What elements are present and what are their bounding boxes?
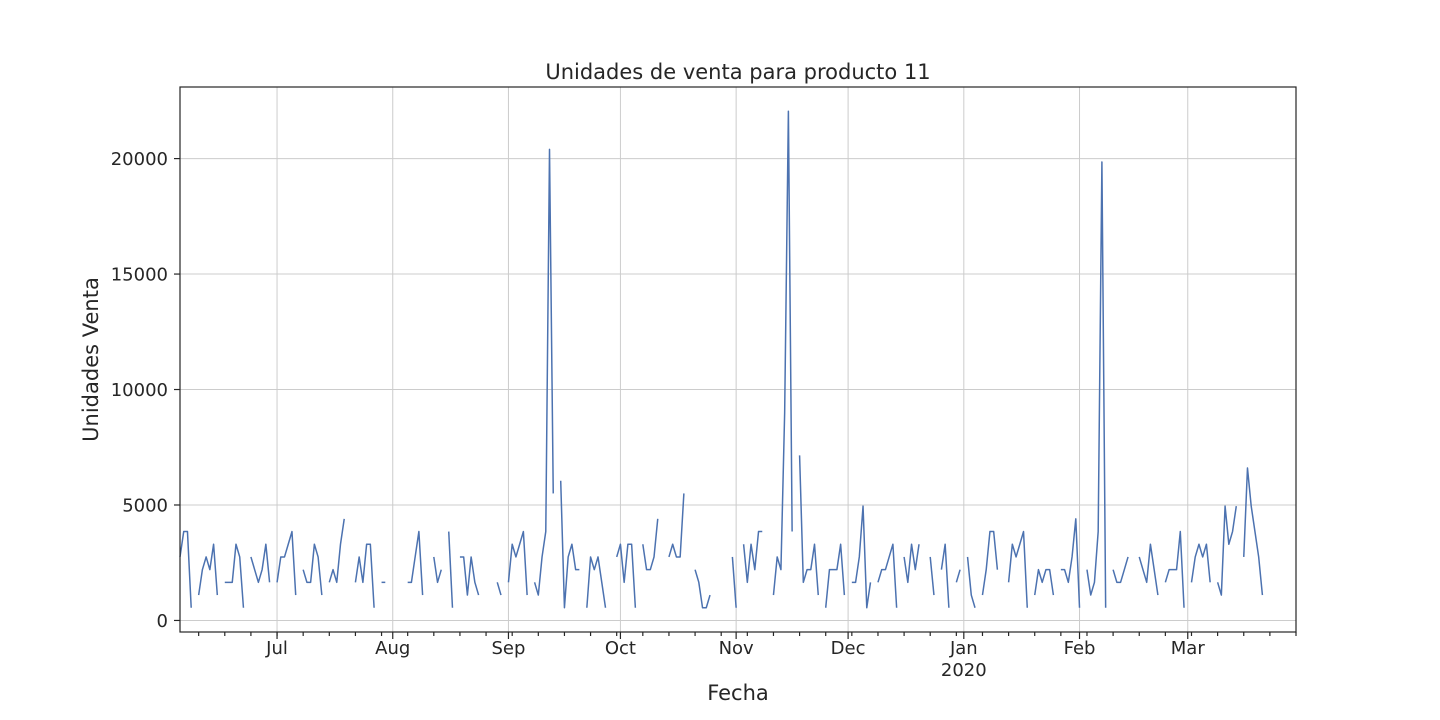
sales-line-segment bbox=[668, 493, 685, 558]
sales-line-segment bbox=[981, 530, 999, 596]
sales-line-segment bbox=[1060, 518, 1081, 608]
y-tick-label: 0 bbox=[157, 611, 168, 632]
x-tick-label: Sep bbox=[491, 638, 525, 659]
sales-line-segment bbox=[559, 480, 580, 609]
sales-line-segment bbox=[224, 543, 245, 608]
sales-line-segment bbox=[798, 455, 819, 596]
tick-layer: 0 5000 10000 15000 20000 Jul Aug Sep Oct Nov Dec Ja… bbox=[111, 149, 1297, 681]
sales-line-segment bbox=[940, 543, 950, 608]
x-tick-label: Jan bbox=[949, 638, 978, 659]
sales-line-segment bbox=[407, 530, 424, 596]
sales-line-segment bbox=[731, 556, 737, 608]
x-tick-label: Feb bbox=[1064, 638, 1096, 659]
y-tick-label: 10000 bbox=[111, 380, 168, 401]
series-layer bbox=[179, 110, 1264, 609]
sales-line-segment bbox=[966, 556, 976, 608]
sales-line-segment bbox=[772, 110, 793, 596]
sales-line-segment bbox=[250, 543, 271, 584]
sales-line-segment bbox=[507, 530, 528, 596]
sales-line-segment bbox=[1086, 161, 1107, 608]
y-axis-label: Unidades Venta bbox=[79, 277, 103, 442]
sales-line-segment bbox=[1216, 505, 1238, 596]
sales-line-segment bbox=[328, 518, 345, 584]
sales-line-segment bbox=[1112, 556, 1129, 584]
sales-line-segment bbox=[1243, 467, 1264, 596]
y-tick-label: 20000 bbox=[111, 149, 168, 170]
sales-line-segment bbox=[302, 543, 323, 596]
sales-line-segment bbox=[955, 569, 961, 583]
sales-line-segment bbox=[276, 530, 297, 596]
x-tick-year-label: 2020 bbox=[941, 660, 987, 681]
sales-line-segment bbox=[877, 543, 898, 608]
x-tick-label: Aug bbox=[375, 638, 410, 659]
y-tick-label: 15000 bbox=[111, 265, 168, 286]
sales-line-segment bbox=[903, 543, 920, 584]
x-tick-label: Nov bbox=[719, 638, 754, 659]
sales-line-segment bbox=[694, 569, 711, 609]
y-tick-label: 5000 bbox=[122, 495, 168, 516]
sales-line-segment bbox=[1007, 530, 1029, 608]
sales-line-segment bbox=[1138, 543, 1159, 596]
plot-frame bbox=[179, 86, 1297, 633]
x-tick-label: Jul bbox=[265, 638, 288, 659]
sales-line-segment bbox=[496, 582, 502, 596]
sales-line-segment bbox=[851, 505, 872, 609]
chart-title: Unidades de venta para producto 11 bbox=[545, 60, 930, 84]
sales-line-segment bbox=[615, 543, 637, 608]
sales-line-segment bbox=[197, 543, 219, 596]
grid-layer bbox=[180, 87, 1296, 632]
sales-line-segment bbox=[433, 556, 442, 584]
sales-line-segment bbox=[533, 148, 554, 596]
sales-line-segment bbox=[742, 530, 763, 584]
sales-line-segment bbox=[929, 556, 935, 596]
x-tick-label: Dec bbox=[831, 638, 866, 659]
sales-line-segment bbox=[179, 530, 192, 608]
sales-line-segment bbox=[1164, 530, 1185, 608]
sales-line-segment bbox=[354, 543, 375, 608]
x-axis-label: Fecha bbox=[707, 681, 769, 705]
x-tick-label: Oct bbox=[605, 638, 636, 659]
sales-line-segment bbox=[642, 518, 659, 571]
sales-line-segment bbox=[586, 556, 607, 608]
sales-line-segment bbox=[459, 556, 480, 596]
sales-line-segment bbox=[447, 531, 454, 608]
sales-line-segment bbox=[1190, 543, 1211, 583]
sales-line-segment bbox=[1033, 568, 1055, 596]
x-tick-label: Mar bbox=[1171, 638, 1206, 659]
sales-line-segment bbox=[824, 543, 846, 608]
